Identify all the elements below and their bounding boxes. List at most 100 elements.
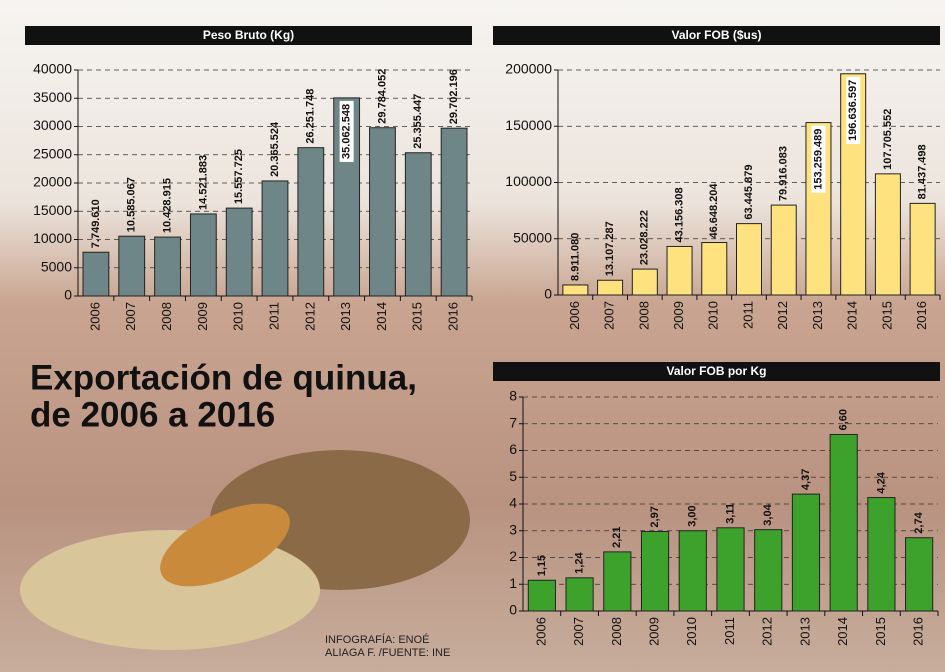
value-label: 107.705.552 (882, 109, 894, 170)
x-tick-label: 2015 (879, 301, 894, 330)
value-label: 1,24 (573, 552, 585, 574)
y-tick-label: 1 (509, 575, 517, 591)
x-tick-label: 2009 (671, 301, 686, 330)
x-tick-label: 2009 (195, 302, 210, 331)
y-tick-label: 6 (509, 441, 517, 457)
bar (563, 285, 588, 295)
value-label: 3,11 (724, 503, 736, 524)
bar (641, 532, 668, 611)
value-label: 1,15 (536, 555, 548, 576)
x-tick-label: 2014 (835, 617, 850, 646)
value-label: 3,04 (762, 503, 774, 525)
value-label: 153.259.489 (812, 129, 824, 190)
bar (298, 148, 324, 296)
value-label: 8.911.080 (569, 233, 581, 281)
value-label: 29.784.052 (376, 69, 388, 124)
y-tick-label: 8 (509, 388, 517, 404)
x-tick-label: 2013 (797, 617, 812, 646)
bar (441, 128, 467, 296)
main-title: Exportación de quinua, (30, 358, 417, 397)
x-tick-label: 2011 (266, 302, 281, 330)
y-tick-label: 4 (509, 495, 517, 511)
bar (370, 128, 396, 296)
x-tick-label: 2010 (231, 302, 246, 331)
x-tick-label: 2008 (609, 617, 624, 646)
y-tick-label: 50000 (513, 229, 552, 245)
bar (405, 153, 431, 296)
y-tick-label: 5000 (41, 258, 72, 274)
value-label: 10.428.915 (161, 178, 173, 233)
bar (755, 530, 782, 611)
infographic: Exportación de quinua, de 2006 a 2016 IN… (0, 0, 945, 672)
bar (910, 203, 935, 295)
value-label: 10.585.067 (126, 177, 138, 232)
value-label: 20.365.524 (269, 121, 281, 177)
x-tick-label: 2007 (602, 301, 617, 330)
value-label: 63.445.879 (743, 165, 755, 220)
value-label: 29.702.196 (448, 69, 460, 124)
y-tick-label: 150000 (505, 117, 552, 133)
value-label: 46.648.204 (708, 183, 720, 239)
x-tick-label: 2015 (410, 302, 425, 331)
x-tick-label: 2015 (873, 617, 888, 646)
x-tick-label: 2012 (775, 301, 790, 330)
x-tick-label: 2008 (636, 301, 651, 330)
bar (771, 205, 796, 295)
bar (528, 580, 555, 611)
x-tick-label: 2014 (374, 302, 389, 331)
chart-title: Valor FOB ($us) (671, 28, 761, 42)
bar (604, 552, 631, 611)
x-tick-label: 2011 (740, 301, 755, 329)
credit: INFOGRAFÍA: ENOÉ (325, 633, 430, 646)
value-label: 2,97 (649, 506, 661, 527)
y-tick-label: 100000 (505, 173, 552, 189)
bar (155, 237, 181, 296)
y-tick-label: 5 (509, 468, 517, 484)
x-tick-label: 2012 (302, 302, 317, 331)
x-tick-label: 2016 (914, 301, 929, 330)
y-tick-label: 35000 (33, 89, 72, 105)
y-tick-label: 20000 (33, 174, 72, 190)
bar (566, 578, 593, 611)
x-tick-label: 2007 (123, 302, 138, 331)
bar (119, 236, 145, 296)
y-tick-label: 0 (64, 287, 72, 303)
y-tick-label: 15000 (33, 202, 72, 218)
x-tick-label: 2010 (684, 617, 699, 646)
chart-title: Valor FOB por Kg (666, 364, 766, 378)
bar (906, 538, 933, 611)
bar (717, 528, 744, 611)
bar (632, 269, 657, 295)
value-label: 25.355.447 (412, 94, 424, 149)
bar (868, 498, 895, 611)
bar (875, 174, 900, 295)
y-tick-label: 0 (544, 286, 552, 302)
value-label: 13.107.287 (604, 221, 616, 276)
value-label: 23.028.222 (639, 210, 651, 265)
x-tick-label: 2006 (567, 301, 582, 330)
bar (667, 246, 692, 295)
bar (262, 181, 288, 296)
bar (598, 280, 623, 295)
value-label: 4,37 (800, 469, 812, 490)
x-tick-label: 2009 (646, 617, 661, 646)
value-label: 2,21 (611, 526, 623, 547)
bar (736, 224, 761, 295)
x-tick-label: 2016 (911, 617, 926, 646)
y-tick-label: 25000 (33, 145, 72, 161)
bar (83, 252, 109, 296)
x-tick-label: 2006 (533, 617, 548, 646)
x-tick-label: 2006 (87, 302, 102, 331)
value-label: 79.916.083 (778, 146, 790, 201)
bar (792, 494, 819, 611)
value-label: 15.557.725 (233, 149, 245, 204)
y-tick-label: 200000 (505, 61, 552, 77)
main-title: de 2006 a 2016 (30, 395, 275, 434)
x-tick-label: 2016 (446, 302, 461, 331)
value-label: 14.521.883 (197, 155, 209, 210)
x-tick-label: 2008 (159, 302, 174, 331)
bar (190, 214, 216, 296)
bar (702, 243, 727, 295)
x-tick-label: 2013 (338, 302, 353, 331)
y-tick-label: 7 (509, 414, 517, 430)
